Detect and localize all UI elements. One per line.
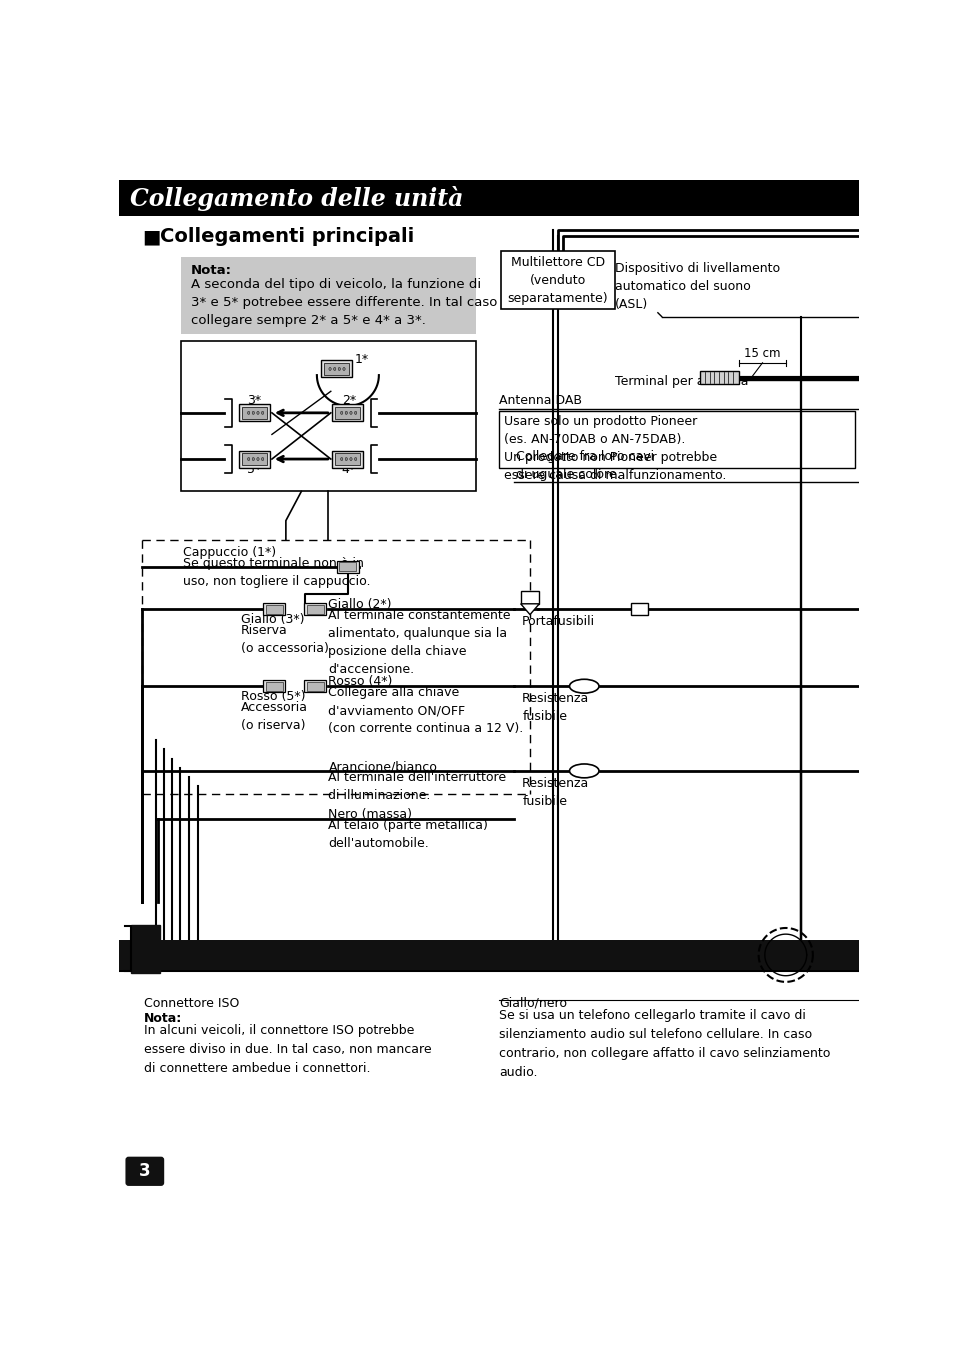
Text: Se si usa un telefono cellegarlo tramite il cavo di
silenziamento audio sul tele: Se si usa un telefono cellegarlo tramite…: [498, 1009, 829, 1079]
Ellipse shape: [345, 458, 347, 461]
Text: Rosso (5*): Rosso (5*): [241, 690, 305, 703]
Text: Resistenza
fusibile: Resistenza fusibile: [521, 776, 589, 808]
Ellipse shape: [569, 764, 598, 778]
Text: Resistenza
fusibile: Resistenza fusibile: [521, 692, 589, 724]
Text: Arancione/bianco: Arancione/bianco: [328, 760, 436, 774]
Ellipse shape: [355, 458, 356, 461]
Text: Usare solo un prodotto Pioneer
(es. AN-70DAB o AN-75DAB).
Un prodotto non Pionee: Usare solo un prodotto Pioneer (es. AN-7…: [503, 415, 725, 482]
Text: 4*: 4*: [341, 463, 355, 477]
Bar: [500, 251, 615, 309]
Ellipse shape: [345, 412, 347, 415]
Ellipse shape: [337, 367, 340, 370]
Text: 15 cm: 15 cm: [743, 347, 780, 360]
Text: Al terminale constantemente
alimentato, qualunque sia la
posizione della chiave
: Al terminale constantemente alimentato, …: [328, 610, 511, 676]
Ellipse shape: [256, 412, 259, 415]
Bar: [307, 604, 323, 614]
Ellipse shape: [252, 458, 254, 461]
Bar: [700, 370, 739, 385]
Bar: [630, 603, 647, 615]
Text: ■: ■: [142, 228, 161, 247]
Text: Portafusibili: Portafusibili: [521, 615, 595, 629]
Ellipse shape: [342, 367, 345, 370]
Ellipse shape: [355, 412, 356, 415]
Text: Antenna DAB: Antenna DAB: [498, 394, 581, 408]
Text: Nota:: Nota:: [144, 1012, 182, 1024]
Bar: [263, 603, 285, 615]
Ellipse shape: [329, 367, 331, 370]
Text: Connettore ISO: Connettore ISO: [144, 996, 239, 1009]
Text: 5*: 5*: [247, 463, 261, 477]
Ellipse shape: [340, 412, 342, 415]
Text: Collegamento delle unità: Collegamento delle unità: [130, 186, 463, 210]
Text: Terminal per antenna: Terminal per antenna: [615, 375, 748, 388]
Bar: [336, 561, 358, 573]
Text: 2*: 2*: [341, 394, 355, 406]
Text: In alcuni veicoli, il connettore ISO potrebbe
essere diviso in due. In tal caso,: In alcuni veicoli, il connettore ISO pot…: [144, 1024, 431, 1076]
Text: Accessoria
(o riserva): Accessoria (o riserva): [241, 701, 308, 732]
Text: 3*: 3*: [247, 394, 261, 406]
Text: Cappuccio (1*): Cappuccio (1*): [183, 546, 275, 560]
Bar: [304, 680, 326, 692]
Text: 1*: 1*: [355, 354, 369, 366]
Text: Collegamenti principali: Collegamenti principali: [159, 228, 414, 247]
Text: Dispositivo di livellamento
automatico del suono
(ASL): Dispositivo di livellamento automatico d…: [615, 263, 780, 312]
Text: Nota:: Nota:: [191, 264, 232, 278]
FancyBboxPatch shape: [125, 1157, 164, 1186]
Bar: [266, 682, 282, 691]
Text: Collegare alla chiave
d'avviamento ON/OFF
(con corrente continua a 12 V).: Collegare alla chiave d'avviamento ON/OF…: [328, 686, 523, 736]
Bar: [181, 341, 476, 492]
Ellipse shape: [569, 679, 598, 694]
Ellipse shape: [334, 367, 335, 370]
Bar: [119, 180, 858, 217]
Ellipse shape: [350, 458, 352, 461]
Text: Giallo/nero: Giallo/nero: [498, 996, 566, 1009]
Text: Se questo terminale non è in
uso, non togliere il cappuccio.: Se questo terminale non è in uso, non to…: [183, 557, 370, 588]
Bar: [181, 256, 476, 333]
Text: Riserva
(o accessoria): Riserva (o accessoria): [241, 623, 329, 654]
Text: Giallo (2*): Giallo (2*): [328, 599, 392, 611]
Bar: [239, 451, 270, 467]
Text: Rosso (4*): Rosso (4*): [328, 675, 393, 688]
Bar: [339, 562, 356, 572]
Ellipse shape: [252, 412, 254, 415]
Text: A seconda del tipo di veicolo, la funzione di
3* e 5* potrebee essere differente: A seconda del tipo di veicolo, la funzio…: [191, 278, 497, 327]
Text: Multilettore CD
(venduto
separatamente): Multilettore CD (venduto separatamente): [507, 256, 608, 305]
Bar: [239, 404, 270, 421]
Text: Collegare fra loro cavi
di uguale colore.: Collegare fra loro cavi di uguale colore…: [516, 450, 654, 481]
Ellipse shape: [261, 412, 264, 415]
Bar: [242, 406, 267, 419]
Bar: [266, 604, 282, 614]
Bar: [332, 451, 363, 467]
Bar: [332, 404, 363, 421]
Text: Al telaio (parte metallica)
dell'automobile.: Al telaio (parte metallica) dell'automob…: [328, 818, 488, 850]
Polygon shape: [520, 604, 538, 615]
Bar: [335, 406, 360, 419]
Ellipse shape: [247, 458, 250, 461]
Ellipse shape: [256, 458, 259, 461]
Ellipse shape: [340, 458, 342, 461]
Text: Al terminale dell'interruttore
di illuminazione.: Al terminale dell'interruttore di illumi…: [328, 771, 506, 802]
Ellipse shape: [350, 412, 352, 415]
Text: Giallo (3*): Giallo (3*): [241, 612, 304, 626]
Bar: [498, 411, 855, 469]
Bar: [119, 940, 858, 970]
Bar: [335, 453, 360, 465]
Bar: [263, 680, 285, 692]
Ellipse shape: [247, 412, 250, 415]
Text: 3: 3: [139, 1163, 151, 1180]
Ellipse shape: [261, 458, 264, 461]
Bar: [307, 682, 323, 691]
Bar: [304, 603, 326, 615]
Bar: [520, 592, 538, 604]
Bar: [320, 360, 352, 378]
Bar: [242, 453, 267, 465]
Bar: [131, 925, 160, 973]
Text: Nero (massa): Nero (massa): [328, 808, 412, 821]
Bar: [323, 363, 348, 375]
